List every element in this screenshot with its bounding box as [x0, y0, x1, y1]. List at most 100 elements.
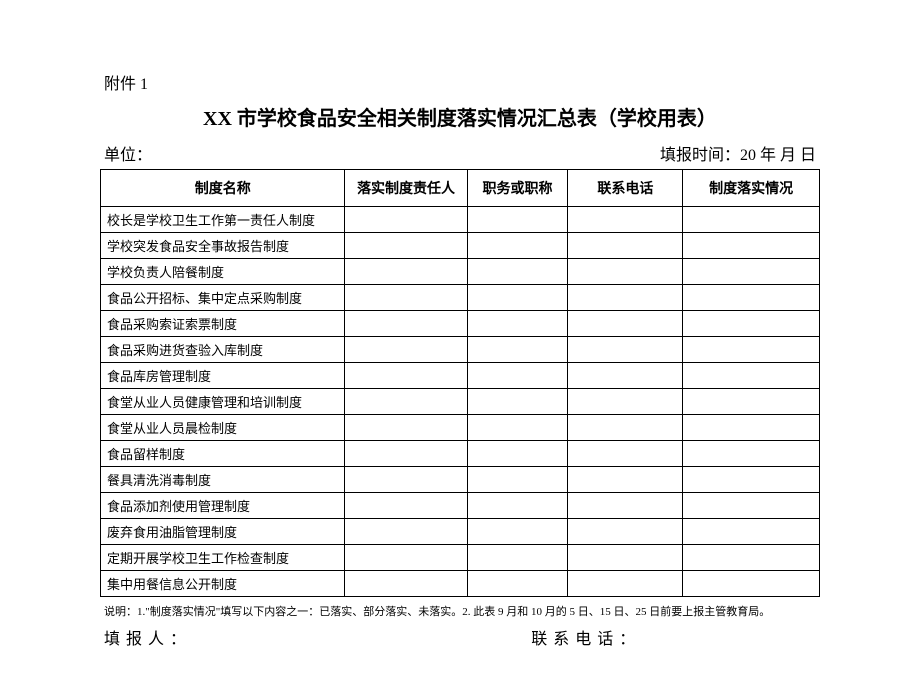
cell-job_title: [467, 285, 568, 311]
table-row: 校长是学校卫生工作第一责任人制度: [101, 207, 820, 233]
cell-phone: [568, 259, 683, 285]
cell-job_title: [467, 233, 568, 259]
cell-person: [345, 545, 467, 571]
report-time-label: 填报时间：20 年 月 日: [660, 141, 816, 165]
summary-table: 制度名称 落实制度责任人 职务或职称 联系电话 制度落实情况 校长是学校卫生工作…: [100, 169, 820, 597]
cell-person: [345, 441, 467, 467]
cell-person: [345, 363, 467, 389]
cell-name: 集中用餐信息公开制度: [101, 571, 345, 597]
cell-job_title: [467, 493, 568, 519]
cell-job_title: [467, 519, 568, 545]
cell-person: [345, 467, 467, 493]
cell-name: 学校突发食品安全事故报告制度: [101, 233, 345, 259]
cell-name: 校长是学校卫生工作第一责任人制度: [101, 207, 345, 233]
table-row: 集中用餐信息公开制度: [101, 571, 820, 597]
table-row: 食品添加剂使用管理制度: [101, 493, 820, 519]
cell-job_title: [467, 545, 568, 571]
cell-job_title: [467, 363, 568, 389]
cell-phone: [568, 363, 683, 389]
cell-phone: [568, 571, 683, 597]
cell-name: 食品留样制度: [101, 441, 345, 467]
cell-job_title: [467, 311, 568, 337]
cell-person: [345, 337, 467, 363]
cell-phone: [568, 467, 683, 493]
cell-status: [683, 285, 820, 311]
cell-job_title: [467, 571, 568, 597]
cell-status: [683, 337, 820, 363]
cell-status: [683, 571, 820, 597]
table-row: 食品留样制度: [101, 441, 820, 467]
cell-name: 食品采购进货查验入库制度: [101, 337, 345, 363]
cell-status: [683, 493, 820, 519]
cell-job_title: [467, 467, 568, 493]
cell-phone: [568, 337, 683, 363]
cell-phone: [568, 285, 683, 311]
attachment-label: 附件 1: [104, 70, 820, 94]
cell-status: [683, 259, 820, 285]
cell-person: [345, 259, 467, 285]
col-header-phone: 联系电话: [568, 170, 683, 207]
cell-phone: [568, 545, 683, 571]
cell-name: 食品采购索证索票制度: [101, 311, 345, 337]
contact-phone-label: 联系电话：: [531, 625, 816, 649]
cell-phone: [568, 207, 683, 233]
cell-phone: [568, 441, 683, 467]
cell-name: 食堂从业人员健康管理和培训制度: [101, 389, 345, 415]
cell-status: [683, 389, 820, 415]
cell-person: [345, 233, 467, 259]
cell-person: [345, 285, 467, 311]
cell-job_title: [467, 337, 568, 363]
page-title: XX 市学校食品安全相关制度落实情况汇总表（学校用表）: [100, 102, 820, 131]
reporter-label: 填报人：: [104, 625, 531, 649]
cell-name: 学校负责人陪餐制度: [101, 259, 345, 285]
col-header-status: 制度落实情况: [683, 170, 820, 207]
cell-status: [683, 233, 820, 259]
cell-status: [683, 519, 820, 545]
cell-job_title: [467, 441, 568, 467]
cell-job_title: [467, 259, 568, 285]
cell-person: [345, 207, 467, 233]
cell-status: [683, 311, 820, 337]
table-row: 食品库房管理制度: [101, 363, 820, 389]
col-header-job-title: 职务或职称: [467, 170, 568, 207]
cell-name: 餐具清洗消毒制度: [101, 467, 345, 493]
table-row: 食堂从业人员健康管理和培训制度: [101, 389, 820, 415]
cell-name: 食品公开招标、集中定点采购制度: [101, 285, 345, 311]
cell-person: [345, 493, 467, 519]
meta-row: 单位： 填报时间：20 年 月 日: [100, 141, 820, 165]
cell-name: 食堂从业人员晨检制度: [101, 415, 345, 441]
cell-status: [683, 207, 820, 233]
table-row: 餐具清洗消毒制度: [101, 467, 820, 493]
cell-status: [683, 441, 820, 467]
cell-status: [683, 363, 820, 389]
table-row: 学校负责人陪餐制度: [101, 259, 820, 285]
cell-phone: [568, 389, 683, 415]
table-header-row: 制度名称 落实制度责任人 职务或职称 联系电话 制度落实情况: [101, 170, 820, 207]
cell-phone: [568, 493, 683, 519]
cell-status: [683, 415, 820, 441]
table-row: 食品采购索证索票制度: [101, 311, 820, 337]
table-row: 废弃食用油脂管理制度: [101, 519, 820, 545]
table-row: 食品采购进货查验入库制度: [101, 337, 820, 363]
cell-person: [345, 571, 467, 597]
cell-person: [345, 519, 467, 545]
cell-phone: [568, 233, 683, 259]
table-row: 学校突发食品安全事故报告制度: [101, 233, 820, 259]
col-header-person: 落实制度责任人: [345, 170, 467, 207]
cell-name: 废弃食用油脂管理制度: [101, 519, 345, 545]
table-row: 食堂从业人员晨检制度: [101, 415, 820, 441]
cell-job_title: [467, 207, 568, 233]
cell-status: [683, 545, 820, 571]
cell-phone: [568, 415, 683, 441]
cell-person: [345, 389, 467, 415]
table-row: 定期开展学校卫生工作检查制度: [101, 545, 820, 571]
cell-job_title: [467, 415, 568, 441]
table-row: 食品公开招标、集中定点采购制度: [101, 285, 820, 311]
unit-label: 单位：: [104, 141, 152, 165]
cell-person: [345, 415, 467, 441]
cell-name: 食品添加剂使用管理制度: [101, 493, 345, 519]
cell-job_title: [467, 389, 568, 415]
cell-phone: [568, 519, 683, 545]
cell-person: [345, 311, 467, 337]
col-header-name: 制度名称: [101, 170, 345, 207]
